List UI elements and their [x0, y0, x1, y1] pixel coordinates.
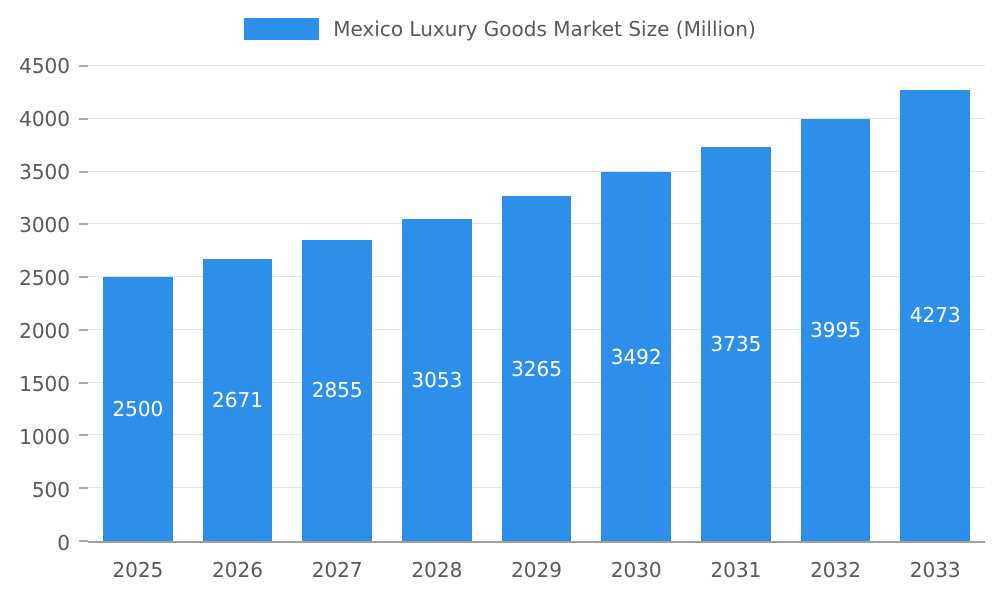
bar-2033: 4273: [900, 89, 971, 541]
bar-value-label: 3053: [411, 367, 463, 392]
bar-value-label: 3492: [610, 344, 662, 369]
bar-slot: 3053: [387, 66, 487, 541]
x-axis-tick-label: 2030: [610, 558, 662, 582]
y-tick-mark: [79, 487, 88, 490]
y-axis-tick-label: 0: [57, 531, 70, 555]
bar-2032: 3995: [800, 119, 871, 541]
bar-2029: 3265: [501, 196, 572, 541]
bar-2028: 3053: [401, 218, 472, 541]
bar-2025: 2500: [102, 277, 173, 541]
bar-slot: 3735: [686, 66, 786, 541]
y-tick-mark: [79, 223, 88, 226]
bar-slot: 2855: [287, 66, 387, 541]
x-axis-tick-label: 2027: [311, 558, 363, 582]
y-axis-tick-label: 3000: [19, 213, 70, 238]
y-tick-mark: [79, 276, 88, 279]
y-axis-labels: 0 500 1000 1500 2000 2500 3000 3500 4000 4500: [0, 56, 80, 553]
y-tick-mark: [79, 170, 88, 173]
bar-value-label: 2855: [311, 378, 363, 403]
x-axis-tick-label: 2029: [511, 558, 562, 582]
y-axis-tick-label: 1500: [19, 372, 70, 397]
y-axis-tick-label: 4000: [19, 107, 70, 131]
bar-slot: 4273: [885, 66, 985, 541]
bars: 2500 2671 2855 3053 3265 3492 3735 3995 4273: [88, 66, 985, 541]
y-axis-tick-label: 500: [31, 478, 70, 502]
x-axis-tick-label: 2028: [411, 558, 463, 582]
y-tick-mark: [79, 65, 88, 67]
bar-value-label: 4273: [909, 303, 961, 328]
x-axis-tick-label: 2031: [710, 558, 762, 582]
y-axis-tick-label: 2500: [19, 266, 70, 290]
x-axis-tick-label: 2033: [909, 558, 961, 582]
x-axis-tick-label: 2032: [810, 558, 861, 582]
bar-value-label: 2500: [112, 397, 164, 422]
x-axis-tick-label: 2026: [212, 558, 263, 582]
y-tick-mark: [79, 381, 88, 384]
y-axis-tick-label: 2000: [19, 319, 70, 343]
y-tick-mark: [79, 540, 88, 542]
bar-2031: 3735: [700, 146, 771, 541]
bar-value-label: 2671: [212, 388, 263, 413]
y-tick-mark: [79, 117, 88, 120]
bar-2027: 2855: [302, 239, 373, 541]
y-tick-mark: [79, 328, 88, 331]
bar-2026: 2671: [202, 259, 273, 541]
bar-slot: 3995: [786, 66, 886, 541]
legend-swatch: [244, 18, 320, 40]
y-tick-mark: [79, 434, 88, 437]
bar-slot: 3265: [487, 66, 587, 541]
bar-value-label: 3995: [810, 318, 861, 343]
chart-title: Mexico Luxury Goods Market Size (Million…: [333, 17, 756, 41]
gridline: [88, 170, 985, 172]
bar-slot: 3492: [586, 66, 686, 541]
bar-value-label: 3735: [710, 331, 762, 356]
x-axis-tick-label: 2025: [112, 558, 164, 582]
plot-area: 2500 2671 2855 3053 3265 3492 3735 3995 4273: [79, 65, 985, 543]
x-axis-labels: 2025 2026 2027 2028 2029 2030 2031 2032 2033: [88, 558, 985, 582]
y-axis-tick-label: 4500: [19, 54, 70, 78]
bar-2030: 3492: [601, 172, 672, 541]
gridline: [88, 65, 985, 66]
bar-slot: 2500: [88, 66, 188, 541]
y-axis-tick-label: 1000: [19, 425, 70, 449]
bar-value-label: 3265: [511, 356, 562, 381]
chart-legend: Mexico Luxury Goods Market Size (Million…: [0, 16, 1000, 42]
bar-slot: 2671: [188, 66, 288, 541]
gridline: [88, 117, 985, 119]
y-axis-tick-label: 3500: [19, 160, 70, 184]
